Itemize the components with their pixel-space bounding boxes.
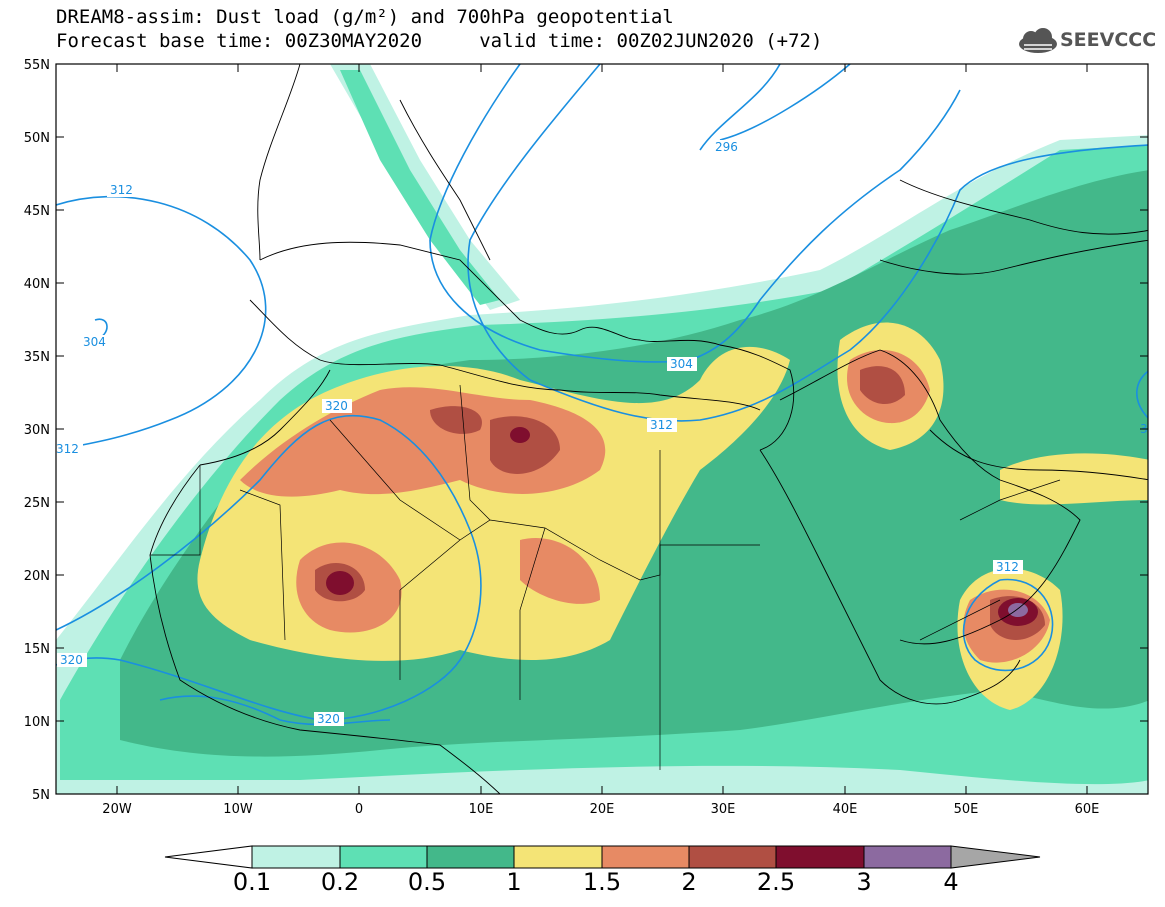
colorbar-swatch — [775, 845, 865, 869]
lat-label: 40N — [24, 277, 50, 292]
lon-label: 60E — [1075, 802, 1100, 817]
lat-label: 25N — [24, 496, 50, 511]
lon-label: 0 — [355, 802, 363, 817]
colorbar-label: 3 — [856, 868, 872, 896]
lat-label: 15N — [24, 642, 50, 657]
lon-label: 50E — [954, 802, 979, 817]
lat-label: 45N — [24, 204, 50, 219]
contour-labels: 296 312 304 304 312 320 312 320 312 320 … — [53, 140, 1148, 726]
contour-label: 312 — [996, 560, 1019, 574]
colorbar-swatch — [863, 845, 952, 869]
map-subtitle: Forecast base time: 00Z30MAY2020 valid t… — [56, 30, 823, 52]
colorbar-label: 1 — [506, 868, 522, 896]
colorbar-swatch — [339, 845, 428, 869]
axis-ticks — [56, 63, 1148, 795]
contour-label: 296 — [715, 140, 738, 154]
lat-label: 10N — [24, 715, 50, 730]
colorbar-swatch — [513, 845, 603, 869]
colorbar-swatch — [688, 845, 777, 869]
seevccc-logo: SEEVCCC — [1016, 27, 1156, 57]
contour-label: 304 — [83, 335, 106, 349]
lon-label: 30E — [711, 802, 736, 817]
colorbar-label: 4 — [943, 868, 959, 896]
latitude-labels: 55N 50N 45N 40N 35N 30N 25N 20N 15N 10N … — [24, 58, 50, 803]
contour-label: 320 — [60, 653, 83, 667]
lat-label: 35N — [24, 350, 50, 365]
lat-label: 5N — [32, 788, 50, 803]
geopotential-contours — [56, 64, 1148, 726]
cloud-icon — [1019, 28, 1057, 53]
colorbar-label: 1.5 — [582, 868, 622, 896]
colorbar-high-arrow — [950, 845, 1041, 869]
contour-label: 320 — [317, 712, 340, 726]
contour-label: 312 — [650, 418, 673, 432]
colorbar-swatch — [426, 845, 515, 869]
colorbar-label: 0.1 — [232, 868, 272, 896]
lon-label: 40E — [833, 802, 858, 817]
colorbar-swatch — [251, 845, 341, 869]
colorbar-label: 0.5 — [407, 868, 447, 896]
country-borders — [150, 384, 1061, 770]
lon-label: 20W — [102, 802, 132, 817]
colorbar-label: 2 — [681, 868, 697, 896]
lat-label: 50N — [24, 131, 50, 146]
longitude-labels: 20W 10W 0 10E 20E 30E 40E 50E 60E — [102, 802, 1099, 817]
map-title: DREAM8-assim: Dust load (g/m²) and 700hP… — [56, 6, 674, 28]
contour-label: 312 — [110, 183, 133, 197]
contour-label: 320 — [325, 399, 348, 413]
colorbar-label: 2.5 — [756, 868, 796, 896]
logo-text: SEEVCCC — [1060, 29, 1157, 51]
colorbar — [164, 845, 1041, 869]
colorbar-label: 0.2 — [320, 868, 360, 896]
contour-label: 304 — [670, 357, 693, 371]
lat-label: 30N — [24, 423, 50, 438]
lon-label: 20E — [590, 802, 615, 817]
lon-label: 10E — [469, 802, 494, 817]
lon-label: 10W — [223, 802, 253, 817]
dust-field — [56, 64, 1148, 794]
colorbar-low-arrow — [164, 845, 253, 869]
lat-label: 20N — [24, 569, 50, 584]
colorbar-swatch — [601, 845, 690, 869]
lat-label: 55N — [24, 58, 50, 73]
coastlines — [149, 64, 1148, 794]
contour-label: 312 — [56, 442, 79, 456]
